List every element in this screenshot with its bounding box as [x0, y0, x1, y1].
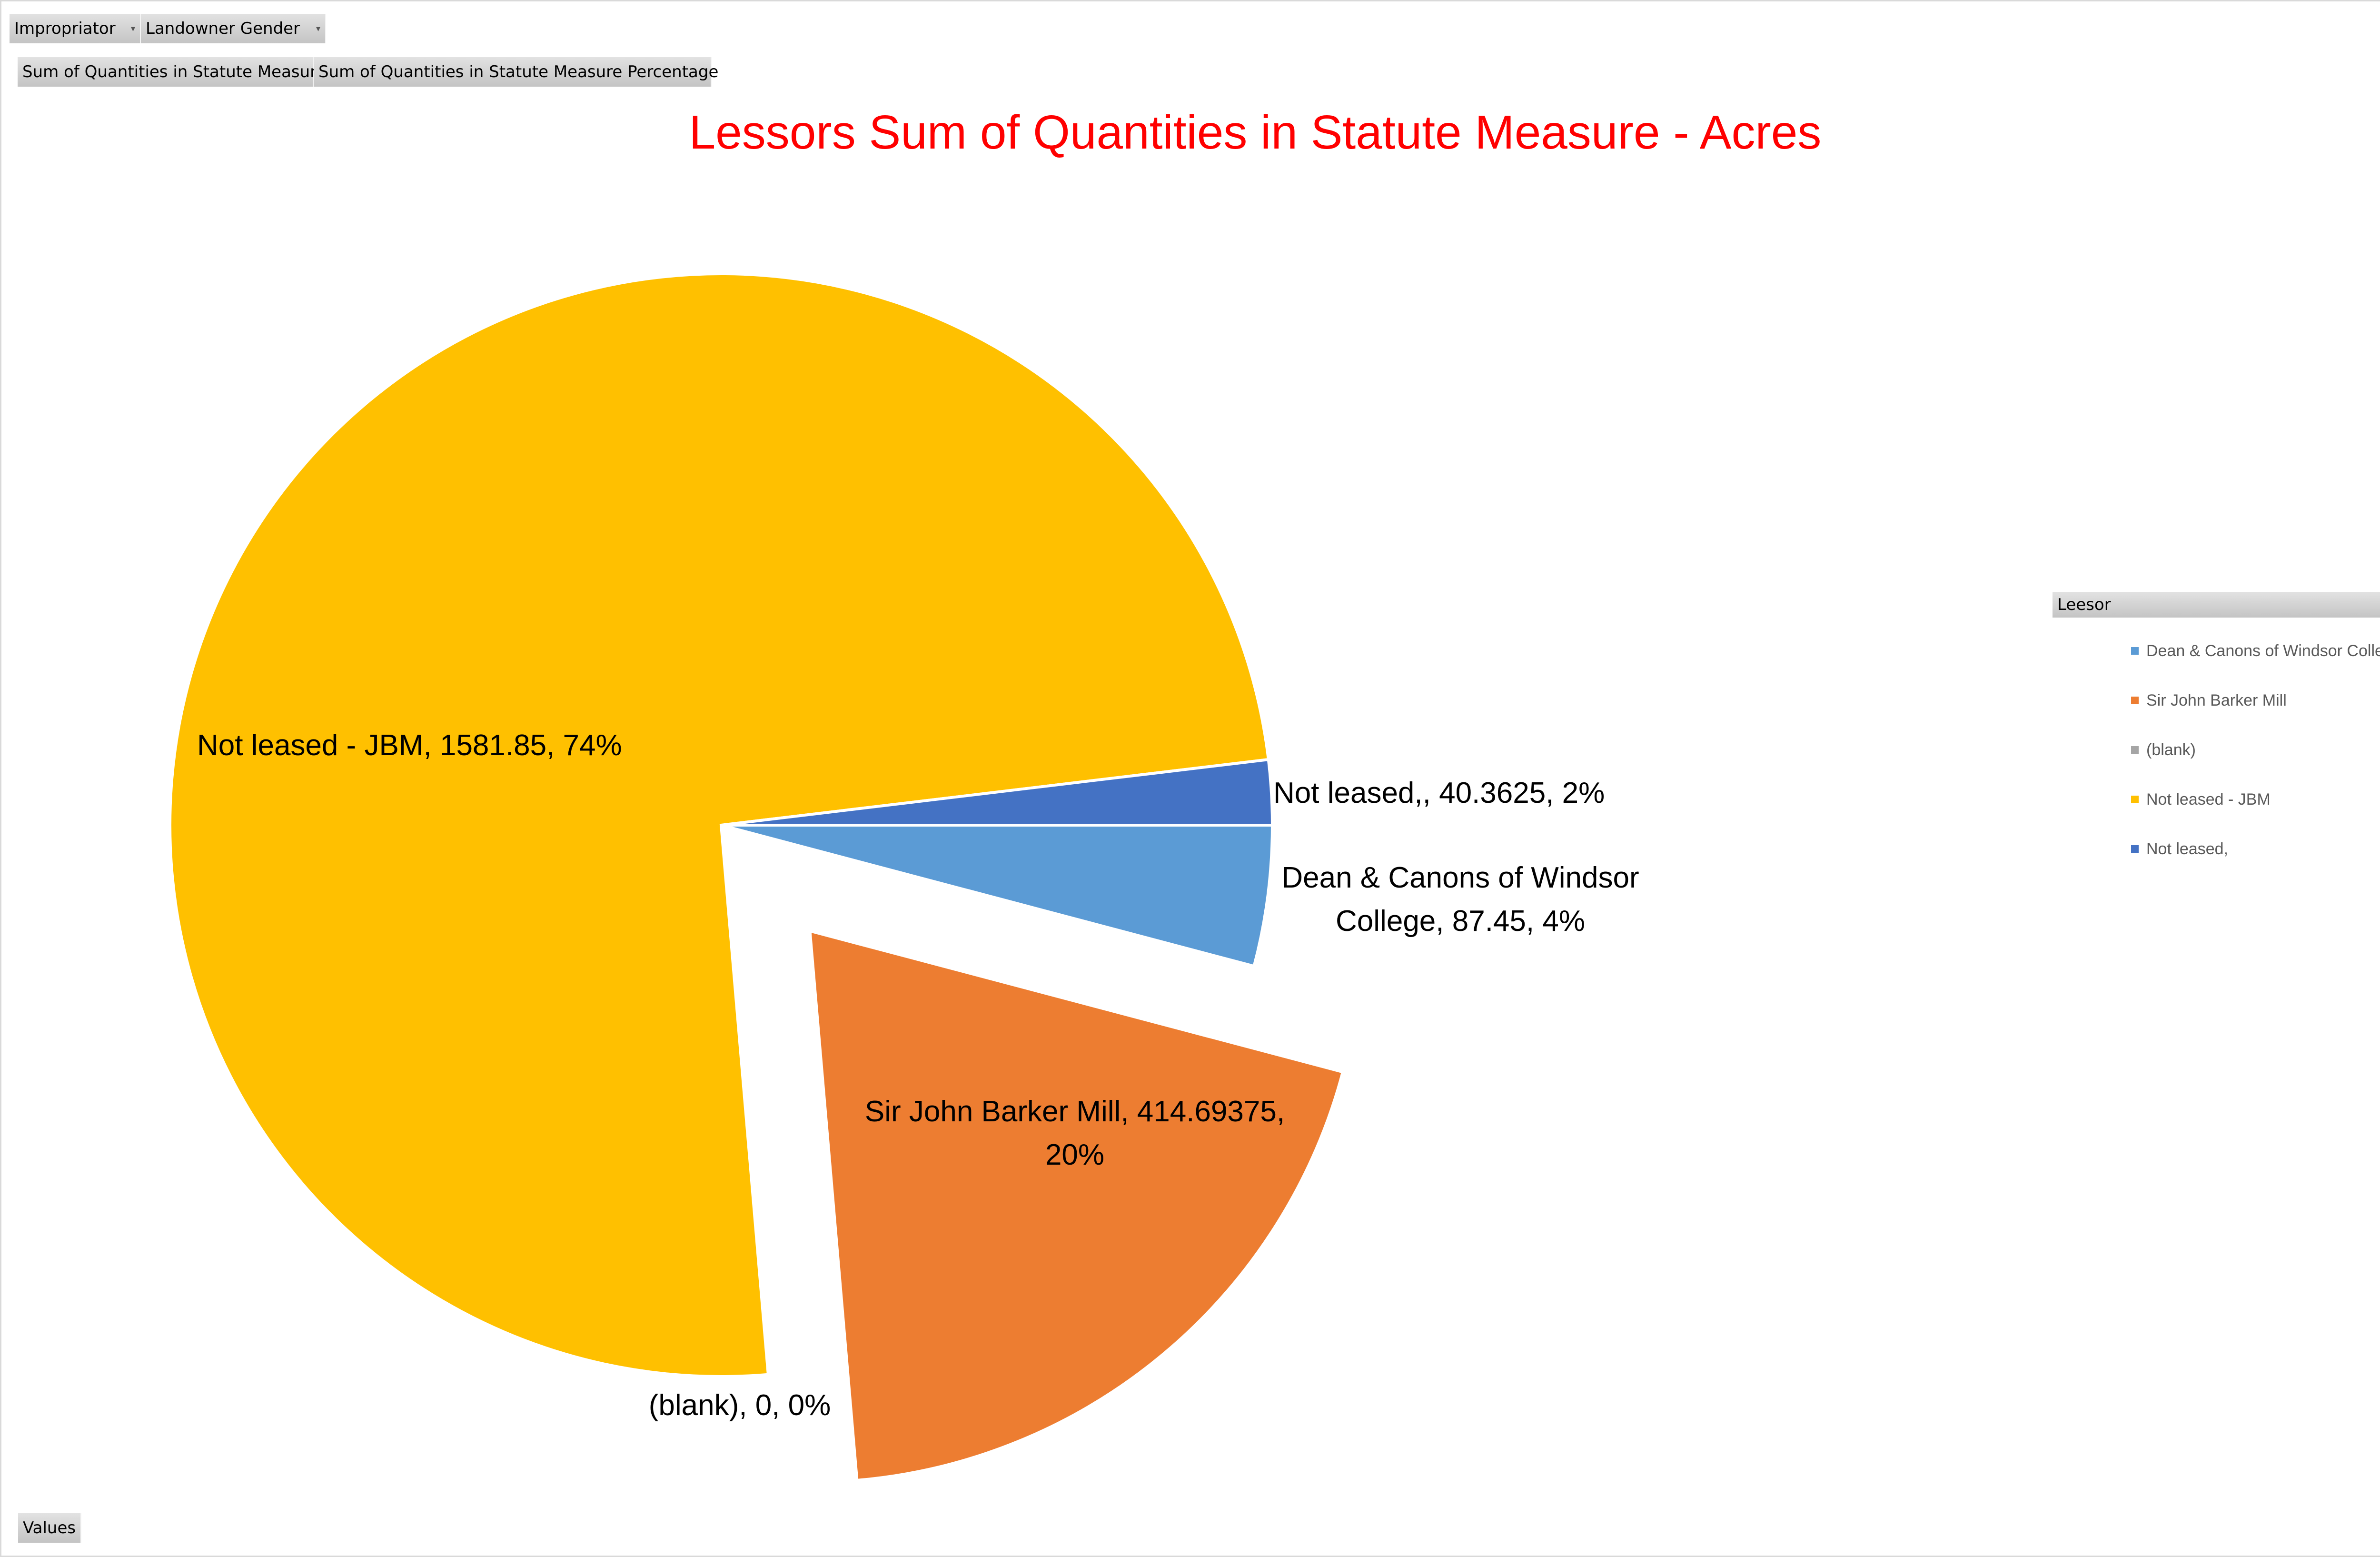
data-label-not-leased: Not leased,, 40.3625, 2%: [1273, 777, 1605, 809]
legend-swatch-icon: [2131, 746, 2139, 754]
filter-label: Landowner Gender: [146, 19, 300, 38]
data-label-blank: (blank), 0, 0%: [649, 1389, 831, 1422]
legend-item-not-leased[interactable]: Not leased,: [2131, 824, 2380, 874]
slice-not-leased-jbm[interactable]: [169, 272, 1270, 1378]
data-label-not-leased-jbm: Not leased - JBM, 1581.85, 74%: [197, 729, 622, 762]
dropdown-arrow-icon[interactable]: ▾: [130, 23, 135, 34]
data-label-sjbm-line2: 20%: [1045, 1138, 1104, 1171]
value-field-label: Sum of Quantities in Statute Measure: [22, 62, 327, 81]
legend-item-not-leased-jbm[interactable]: Not leased - JBM: [2131, 775, 2380, 824]
filter-impropriator-button[interactable]: Impropriator ▾: [10, 14, 141, 43]
legend-item-blank[interactable]: (blank): [2131, 725, 2380, 775]
slice-sir-john-barker-mill[interactable]: [808, 929, 1345, 1482]
legend-swatch-icon: [2131, 845, 2139, 853]
chart-title: Lessors Sum of Quantities in Statute Mea…: [689, 106, 1822, 159]
dropdown-arrow-icon[interactable]: ▾: [316, 23, 320, 34]
data-label-dean-line1: Dean & Canons of Windsor: [1281, 861, 1639, 894]
filter-landowner-gender-button[interactable]: Landowner Gender ▾: [141, 14, 326, 43]
values-label: Values: [23, 1518, 76, 1537]
value-field-label: Sum of Quantities in Statute Measure Per…: [318, 62, 719, 81]
legend-field-label: Leesor: [2057, 595, 2111, 614]
data-label-dean-line2: College, 87.45, 4%: [1336, 905, 1585, 938]
slice-sir-john-barker-mill-group: [808, 929, 1345, 1482]
legend-label: (blank): [2146, 740, 2196, 759]
legend-field-button[interactable]: Leesor ▾: [2053, 592, 2380, 618]
legend-label: Not leased - JBM: [2146, 790, 2271, 808]
data-label-sjbm-line1: Sir John Barker Mill, 414.69375,: [865, 1095, 1285, 1128]
slice-dean-canons-windsor[interactable]: [721, 824, 1274, 968]
legend-label: Sir John Barker Mill: [2146, 691, 2287, 709]
value-field-percentage-button[interactable]: Sum of Quantities in Statute Measure Per…: [314, 57, 718, 87]
legend-item-dean-canons-windsor[interactable]: Dean & Canons of Windsor College: [2131, 626, 2380, 676]
filter-label: Impropriator: [14, 19, 116, 38]
legend-swatch-icon: [2131, 697, 2139, 704]
legend: Dean & Canons of Windsor College Sir Joh…: [2131, 626, 2380, 874]
legend-label: Not leased,: [2146, 839, 2228, 858]
legend-item-sir-john-barker-mill[interactable]: Sir John Barker Mill: [2131, 676, 2380, 725]
values-button[interactable]: Values: [18, 1513, 81, 1543]
legend-swatch-icon: [2131, 647, 2139, 655]
value-field-sum-button[interactable]: Sum of Quantities in Statute Measure: [18, 57, 326, 87]
legend-swatch-icon: [2131, 796, 2139, 803]
legend-label: Dean & Canons of Windsor College: [2146, 641, 2380, 660]
